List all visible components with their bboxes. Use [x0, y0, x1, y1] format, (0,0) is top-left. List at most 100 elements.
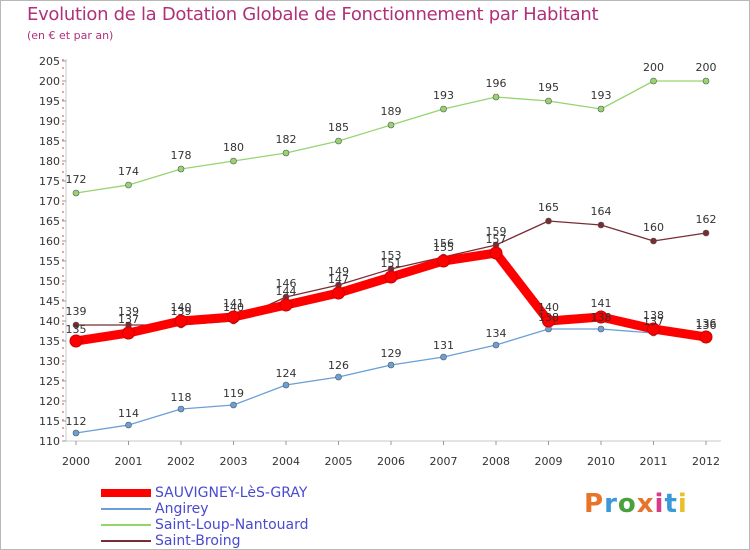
y-tick-label: 190	[39, 115, 60, 128]
x-tick-label: 2004	[272, 455, 300, 468]
data-label: 141	[591, 297, 612, 310]
data-label: 159	[486, 225, 507, 238]
data-label: 156	[433, 237, 454, 250]
data-point	[125, 181, 132, 189]
data-point	[332, 286, 345, 300]
x-tick-label: 2007	[430, 455, 458, 468]
data-point	[230, 157, 237, 165]
logo-letter: o	[617, 489, 637, 519]
data-label: 136	[696, 319, 717, 332]
data-label: 164	[591, 205, 612, 218]
chart-subtitle: (en € et par an)	[27, 29, 114, 42]
legend-swatch	[101, 508, 151, 510]
logo-letter: i	[677, 489, 688, 519]
y-tick-label: 180	[39, 155, 60, 168]
data-label: 180	[223, 141, 244, 154]
data-label: 140	[538, 301, 559, 314]
data-label: 141	[223, 297, 244, 310]
data-label: 165	[538, 201, 559, 214]
legend-label: Angirey	[155, 501, 209, 517]
data-label: 135	[66, 323, 87, 336]
data-label: 195	[538, 81, 559, 94]
data-label: 129	[381, 347, 402, 360]
data-label: 162	[696, 213, 717, 226]
data-point	[647, 322, 660, 336]
data-label: 137	[118, 313, 139, 326]
legend-label: Saint-Loup-Nantouard	[155, 517, 309, 533]
data-point	[72, 321, 80, 329]
data-label: 138	[591, 311, 612, 324]
data-label: 174	[118, 165, 139, 178]
y-tick-label: 120	[39, 395, 60, 408]
data-point	[72, 189, 80, 197]
data-label: 193	[433, 89, 454, 102]
data-point	[335, 137, 342, 145]
y-tick-label: 130	[39, 355, 60, 368]
data-label: 140	[223, 301, 244, 314]
data-point	[177, 405, 185, 413]
data-point	[492, 93, 500, 101]
legend-swatch	[101, 489, 151, 497]
legend-label: SAUVIGNEY-LèS-GRAY	[155, 485, 308, 501]
data-point	[122, 326, 135, 340]
legend-label: Saint-Broing	[155, 533, 241, 549]
y-tick-label: 155	[39, 255, 60, 268]
chart-title: Evolution de la Dotation Globale de Fonc…	[27, 4, 599, 25]
data-label: 136	[696, 317, 717, 330]
data-point	[177, 165, 185, 173]
proxiti-logo: Proxiti	[584, 489, 688, 519]
y-tick-label: 125	[39, 375, 60, 388]
data-label: 138	[538, 311, 559, 324]
data-point	[387, 361, 395, 369]
data-point	[702, 77, 710, 85]
y-tick-label: 135	[39, 335, 60, 348]
data-label: 196	[486, 77, 507, 90]
data-label: 124	[276, 367, 297, 380]
y-tick-label: 115	[39, 415, 60, 428]
data-label: 144	[276, 285, 297, 298]
data-label: 131	[433, 339, 454, 352]
y-tick-label: 185	[39, 135, 60, 148]
data-label: 118	[171, 391, 192, 404]
data-label: 114	[118, 407, 139, 420]
data-point	[650, 77, 657, 85]
y-tick-label: 145	[39, 295, 60, 308]
logo-letter: r	[604, 489, 618, 519]
data-point	[230, 401, 237, 409]
data-point	[282, 149, 290, 157]
data-point	[335, 373, 342, 381]
data-label: 112	[66, 415, 87, 428]
data-label: 157	[486, 233, 507, 246]
y-tick-label: 160	[39, 235, 60, 248]
legend-swatch	[101, 540, 151, 542]
data-point	[174, 314, 188, 328]
data-point	[545, 97, 552, 105]
x-tick-label: 2008	[482, 455, 510, 468]
data-label: 153	[381, 249, 402, 262]
data-point	[492, 341, 500, 349]
data-point	[702, 229, 710, 237]
y-tick-label: 110	[39, 435, 60, 448]
data-label: 147	[328, 273, 349, 286]
data-label: 155	[433, 241, 454, 254]
data-point	[384, 270, 398, 284]
data-point	[69, 334, 83, 348]
data-point	[597, 325, 605, 333]
data-label: 200	[696, 61, 717, 74]
y-tick-label: 150	[39, 275, 60, 288]
data-point	[650, 237, 657, 245]
data-label: 178	[171, 149, 192, 162]
data-point	[440, 353, 447, 361]
data-label: 126	[328, 359, 349, 372]
data-label: 137	[643, 315, 664, 328]
data-label: 138	[643, 309, 664, 322]
data-label: 193	[591, 89, 612, 102]
data-point	[699, 330, 713, 344]
data-label: 119	[223, 387, 244, 400]
data-point	[597, 105, 605, 113]
logo-letter: P	[584, 489, 605, 519]
data-point	[72, 429, 80, 437]
data-label: 189	[381, 105, 402, 118]
data-point	[387, 121, 395, 129]
x-tick-label: 2010	[587, 455, 615, 468]
